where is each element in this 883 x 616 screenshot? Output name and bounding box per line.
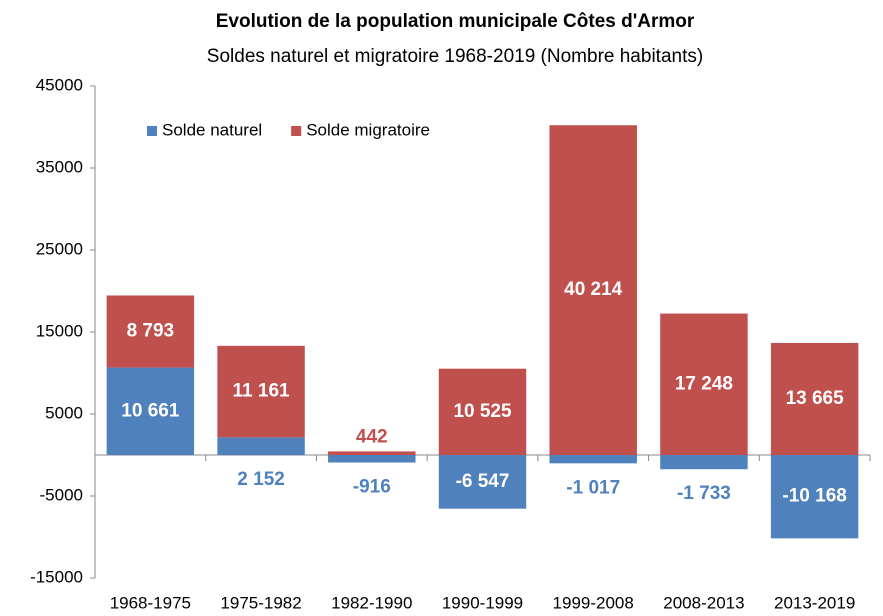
x-tick-label: 1990-1999 [442, 593, 523, 612]
value-label: 2 152 [237, 469, 285, 490]
bar-segment [217, 437, 305, 455]
value-label: 17 248 [675, 373, 733, 394]
legend-label: Solde naturel [162, 120, 262, 139]
x-tick-label: 1968-1975 [110, 593, 191, 612]
x-tick-label: 1999-2008 [553, 593, 634, 612]
y-tick-label: 15000 [36, 321, 83, 340]
bar-segment [770, 455, 859, 539]
bar-segment [770, 342, 859, 455]
value-label: 10 661 [121, 400, 180, 421]
y-tick-label: 45000 [36, 75, 83, 94]
value-label: -10 168 [782, 486, 846, 507]
bar-segment [217, 345, 305, 438]
value-label: -916 [353, 477, 391, 498]
y-tick-label: 5000 [45, 403, 83, 422]
value-label: 8 793 [127, 321, 175, 342]
value-label: -1 017 [566, 477, 620, 498]
bar-segment [106, 367, 195, 455]
bar-segment [438, 455, 527, 509]
legend-swatch [147, 126, 157, 136]
y-tick-label: -5000 [40, 485, 83, 504]
legend-label: Solde migratoire [306, 120, 430, 139]
y-tick-label: -15000 [30, 567, 83, 586]
legend-swatch [291, 126, 302, 136]
value-label: 11 161 [233, 381, 290, 402]
value-label: 442 [356, 426, 388, 447]
bar-segment [106, 295, 195, 368]
bar-segment [328, 455, 416, 463]
value-label: -6 547 [456, 471, 510, 492]
bar-segment [328, 451, 416, 455]
x-tick-label: 2013-2019 [774, 593, 855, 612]
x-tick-label: 1982-1990 [331, 593, 412, 612]
bar-segment [660, 313, 748, 455]
x-tick-label: 2008-2013 [663, 593, 744, 612]
value-label: 13 665 [786, 388, 845, 409]
bar-segment [549, 125, 637, 455]
bar-segment [660, 455, 748, 470]
bar-segment [438, 368, 527, 455]
value-label: 40 214 [564, 279, 623, 300]
x-tick-label: 1975-1982 [220, 593, 301, 612]
chart-subtitle: Soldes naturel et migratoire 1968-2019 (… [207, 46, 703, 67]
y-tick-label: 25000 [36, 239, 83, 258]
y-tick-label: 35000 [36, 157, 83, 176]
value-label: 10 525 [453, 401, 512, 422]
value-label: -1 733 [677, 483, 731, 504]
bar-segment [549, 455, 637, 464]
chart-title: Evolution de la population municipale Cô… [216, 11, 695, 32]
